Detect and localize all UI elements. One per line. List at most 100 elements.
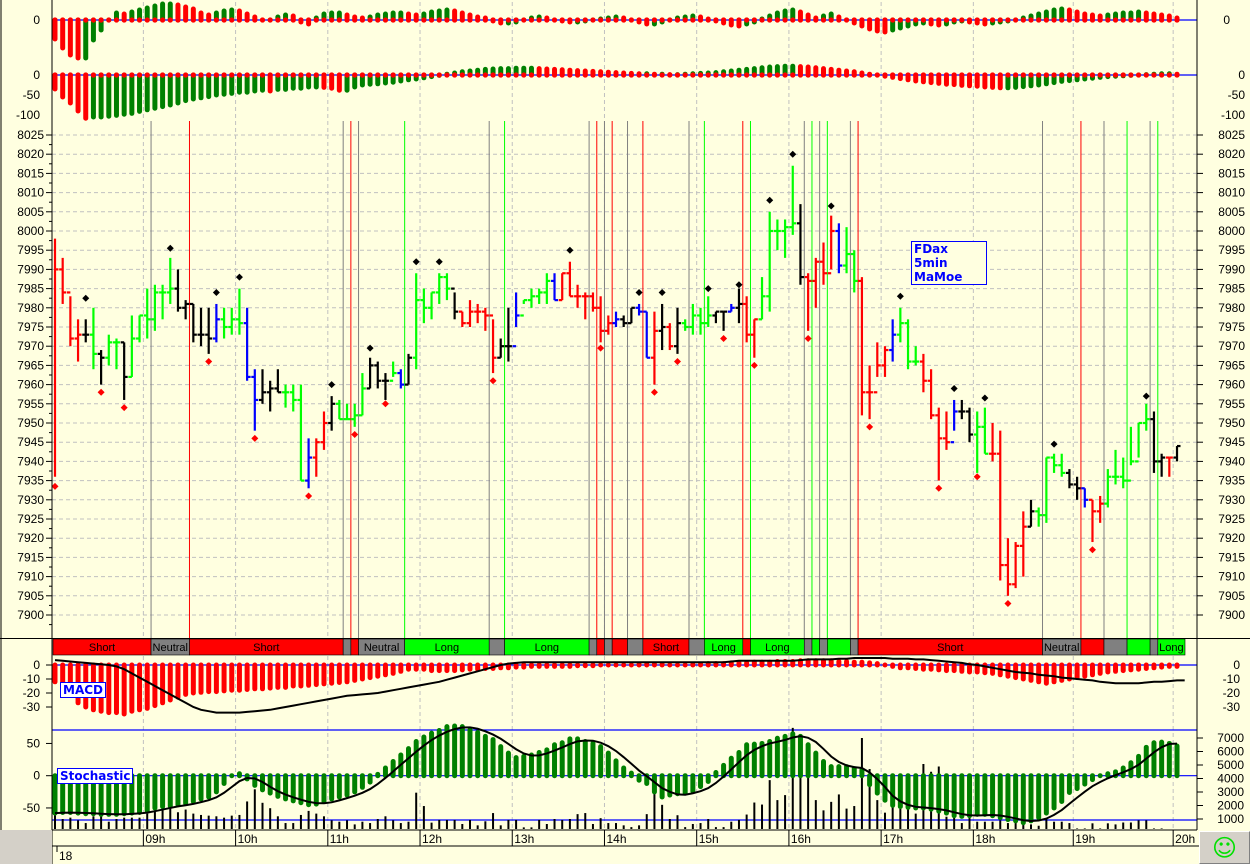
oscillator-2-zero-dot xyxy=(167,72,173,78)
oscillator-1-zero-dot xyxy=(1005,17,1011,23)
oscillator-2-zero-dot xyxy=(644,72,650,78)
price-bar xyxy=(143,288,151,339)
swing-high-marker xyxy=(166,244,174,252)
price-bar xyxy=(358,373,366,417)
oscillator-1-zero-dot xyxy=(229,17,235,23)
price-bar xyxy=(681,319,689,331)
oscillator-2-zero-dot xyxy=(444,72,450,78)
oscillator-1-zero-dot xyxy=(175,17,181,23)
price-bar xyxy=(397,369,405,389)
state-segment-neutral xyxy=(604,638,613,656)
oscillator-2-zero-dot xyxy=(390,72,396,78)
oscillator-2-zero-dot xyxy=(505,72,512,78)
oscillator-1-zero-dot xyxy=(121,17,127,23)
oscillator-1-zero-dot xyxy=(528,17,535,23)
oscillator-1-zero-dot xyxy=(367,17,373,23)
oscillator-1-zero-dot xyxy=(828,17,834,23)
macd-label-right: -30 xyxy=(1223,700,1241,714)
price-bar xyxy=(197,307,205,347)
price-bar xyxy=(53,238,59,477)
oscillator-2-zero-dot xyxy=(951,72,957,78)
price-label-left: 7940 xyxy=(17,454,44,468)
oscillator-1-zero-dot xyxy=(83,17,89,23)
oscillator-2-zero-dot xyxy=(720,72,727,78)
oscillator-2-zero-dot xyxy=(183,72,189,78)
state-label: Neutral xyxy=(1044,642,1079,654)
oscillator-1-zero-dot xyxy=(405,17,412,23)
oscillator-2-zero-dot xyxy=(1089,72,1096,78)
price-bar xyxy=(789,165,797,235)
oscillator-1-zero-dot xyxy=(705,17,711,23)
oscillator-1-zero-dot xyxy=(1074,17,1080,23)
oscillator-2-zero-dot xyxy=(744,72,750,78)
oscillator-2-zero-dot xyxy=(359,72,365,78)
price-bar xyxy=(650,311,658,385)
price-bar xyxy=(82,319,90,343)
oscillator-2-zero-dot xyxy=(198,72,204,78)
price-bar xyxy=(1004,538,1012,596)
price-bar xyxy=(128,315,136,379)
price-bar xyxy=(151,284,159,331)
price-label-left: 7945 xyxy=(17,435,44,449)
oscillator-1-zero-dot xyxy=(890,17,896,23)
price-label-right: 7970 xyxy=(1218,339,1245,353)
swing-low-marker xyxy=(1004,599,1012,607)
status-button[interactable]: ☺ xyxy=(1199,831,1250,864)
price-label-left: 7960 xyxy=(17,378,44,392)
price-bar xyxy=(1042,456,1050,523)
oscillator-1-zero-dot xyxy=(106,17,112,23)
oscillator-1-zero-dot xyxy=(644,17,650,23)
swing-high-marker xyxy=(212,288,220,296)
price-bar xyxy=(297,384,305,482)
oscillator-1-zero-dot xyxy=(321,17,327,23)
oscillator-1-zero-dot xyxy=(290,17,296,23)
oscillator-2-zero-dot xyxy=(574,72,581,78)
price-bar xyxy=(389,361,397,382)
state-segment-long xyxy=(811,638,820,656)
oscillator-1-zero-dot xyxy=(805,17,811,23)
oscillator-2-zero-dot xyxy=(736,72,742,78)
oscillator-1-zero-dot xyxy=(636,17,642,23)
price-label-left: 7985 xyxy=(17,282,44,296)
oscillator-1-zero-dot xyxy=(628,17,634,23)
price-label-right: 7910 xyxy=(1218,570,1245,584)
oscillator-2-zero-dot xyxy=(774,72,780,78)
oscillator-1-zero-dot xyxy=(544,17,550,23)
oscillator-1-zero-dot xyxy=(974,17,980,23)
time-tick-label: 10h xyxy=(238,832,258,846)
price-bar xyxy=(1073,476,1081,500)
price-label-right: 8015 xyxy=(1218,166,1245,180)
price-label-left: 7935 xyxy=(17,474,44,488)
oscillator-2-zero-dot xyxy=(782,72,788,78)
oscillator-2-zero-dot xyxy=(628,72,634,78)
state-label: Long xyxy=(711,642,735,654)
oscillator-2-zero-dot xyxy=(674,72,681,78)
price-label-right: 7940 xyxy=(1218,454,1245,468)
oscillator-1-zero-dot xyxy=(959,17,965,23)
oscillator-1-zero-dot xyxy=(551,17,558,23)
oscillator-1-zero-dot xyxy=(1151,17,1157,23)
price-label-right: 7930 xyxy=(1218,493,1245,507)
oscillator-2-zero-dot xyxy=(997,72,1003,78)
oscillator-1-zero-dot xyxy=(1166,17,1172,23)
oscillator-2-zero-dot xyxy=(1051,72,1057,78)
price-bar xyxy=(881,346,889,377)
oscillator-2-zero-dot xyxy=(851,72,857,78)
time-tick-label: 19h xyxy=(1075,832,1095,846)
oscillator-1-zero-dot xyxy=(152,17,158,23)
oscillator-1-zero-dot xyxy=(697,17,704,23)
price-bar xyxy=(735,288,743,324)
oscillator-1-zero-dot xyxy=(559,17,565,23)
oscillator-2-zero-dot xyxy=(598,72,604,78)
swing-low-marker xyxy=(51,482,59,490)
oscillator-2-zero-dot xyxy=(828,72,834,78)
oscillator-2-zero-dot xyxy=(613,72,619,78)
oscillator-1-zero-dot xyxy=(813,17,819,23)
macd-label-right: 0 xyxy=(1233,658,1240,672)
price-bar xyxy=(497,338,505,359)
price-label-right: 7960 xyxy=(1218,378,1245,392)
oscillator-2-zero-dot xyxy=(659,72,665,78)
oscillator-2-zero-dot xyxy=(452,72,458,78)
price-label-left: 7955 xyxy=(17,397,44,411)
